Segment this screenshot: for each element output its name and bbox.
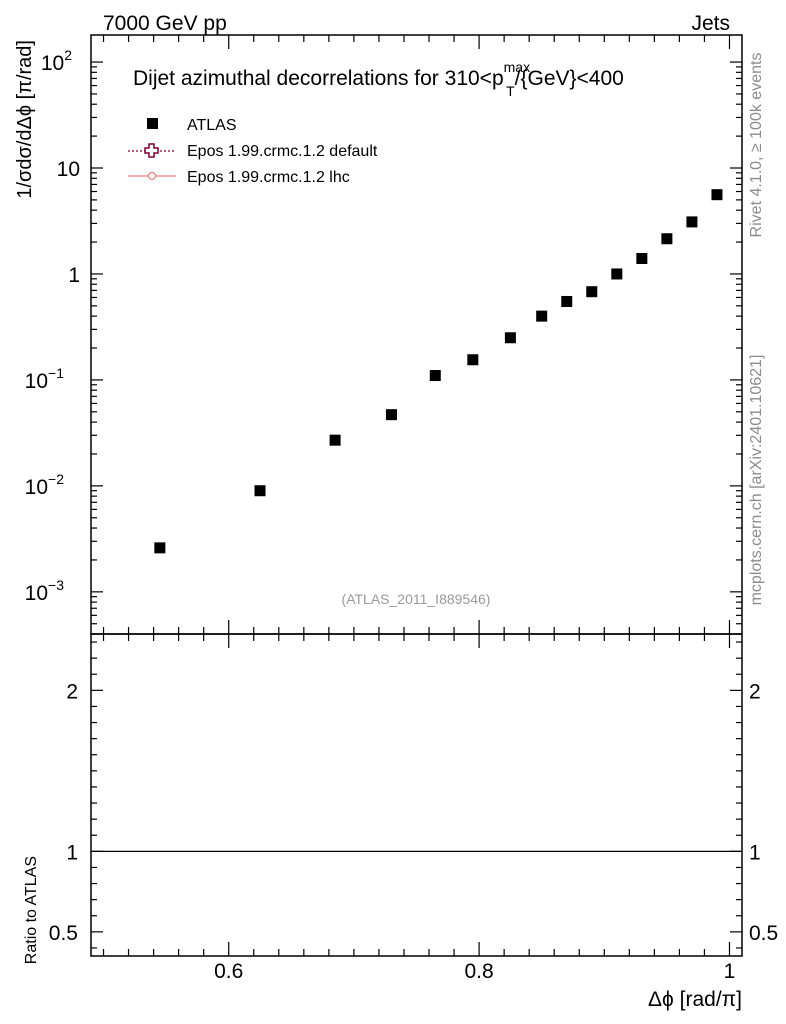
- mcplots-label: mcplots.cern.ch [arXiv:2401.10621]: [748, 355, 765, 606]
- data-point: [536, 310, 548, 322]
- y-tick-label: 10: [57, 158, 80, 181]
- chart-title-tail: /{GeV}<400: [515, 67, 624, 90]
- data-point: [686, 216, 698, 228]
- main-y-ticks: 10−3 10−2 10−1 1 10 102: [25, 47, 742, 635]
- x-tick-label: 0.6: [214, 960, 243, 983]
- chart-title: Dijet azimuthal decorrelations for 310<p…: [133, 59, 624, 99]
- data-point: [661, 233, 673, 245]
- x-ticks: 0.6 0.8 1: [102, 35, 736, 983]
- ratio-tick-label-right: 2: [749, 680, 761, 703]
- data-point: [711, 189, 723, 201]
- atlas-series: [154, 189, 723, 554]
- chart-title-sup: max: [504, 59, 530, 75]
- ratio-tick-label-right: 1: [749, 841, 761, 864]
- ratio-tick-label-right: 0.5: [749, 922, 778, 945]
- legend: ATLAS Epos 1.99.crmc.1.2 default Epos 1.…: [128, 117, 378, 186]
- ratio-y-ticks: 0.5 0.5 1 1 2 2: [49, 641, 778, 949]
- y-tick-label: 10−3: [25, 577, 65, 605]
- y-tick-label: 102: [41, 47, 72, 75]
- analysis-watermark: (ATLAS_2011_I889546): [342, 591, 491, 607]
- chart-title-main: Dijet azimuthal decorrelations for 310<p: [133, 67, 504, 90]
- header-right: Jets: [691, 12, 730, 35]
- chart-title-sub: T: [506, 83, 515, 99]
- data-point: [429, 370, 441, 382]
- ratio-tick-label: 0.5: [49, 922, 78, 945]
- x-tick-label: 1: [724, 960, 736, 983]
- data-point: [329, 434, 341, 446]
- x-axis-label: Δϕ [rad/π]: [648, 988, 742, 1011]
- ratio-tick-label: 2: [66, 680, 78, 703]
- data-point: [636, 252, 648, 264]
- data-point: [385, 409, 397, 421]
- ratio-frame: [90, 633, 743, 957]
- legend-marker-epos-default: [144, 143, 159, 158]
- x-tick-label: 0.8: [464, 960, 493, 983]
- data-point: [254, 485, 266, 497]
- y-tick-label: 1: [68, 264, 80, 287]
- data-point: [504, 332, 516, 344]
- legend-label-epos-lhc: Epos 1.99.crmc.1.2 lhc: [187, 169, 350, 186]
- ratio-y-axis-label: Ratio to ATLAS: [23, 856, 40, 964]
- legend-label-atlas: ATLAS: [187, 117, 237, 134]
- y-tick-label: 10−2: [25, 471, 65, 499]
- rivet-label: Rivet 4.1.0, ≥ 100k events: [748, 53, 765, 238]
- y-axis-label: 1/σdσ/dΔϕ [π/rad]: [14, 40, 36, 199]
- data-point: [561, 295, 573, 307]
- legend-label-epos-default: Epos 1.99.crmc.1.2 default: [187, 143, 378, 160]
- data-point: [154, 542, 166, 554]
- data-point: [586, 286, 598, 298]
- data-point: [467, 354, 479, 366]
- legend-marker-epos-lhc: [147, 171, 157, 181]
- ratio-tick-label: 1: [66, 841, 78, 864]
- header-left: 7000 GeV pp: [103, 12, 227, 35]
- y-tick-label: 10−1: [25, 365, 65, 393]
- legend-marker-atlas: [147, 118, 158, 129]
- data-point: [611, 268, 623, 280]
